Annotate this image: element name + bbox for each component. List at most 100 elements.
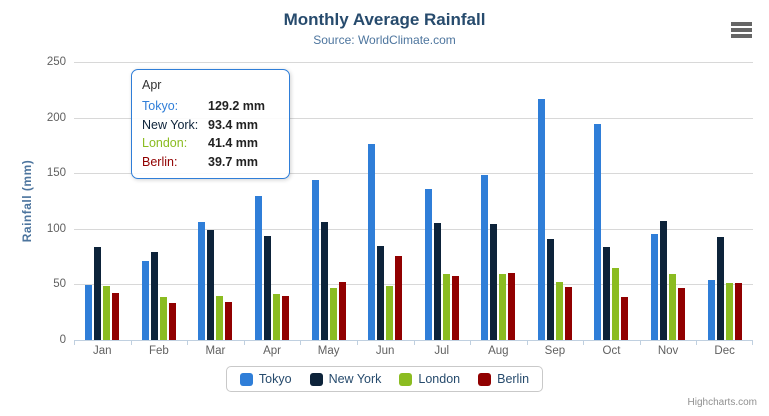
bar-berlin-feb[interactable] [168,303,176,340]
bar-new-york-may[interactable] [320,222,328,340]
tooltip-series-value: 41.4 mm [208,136,259,150]
x-label-apr: Apr [263,345,281,357]
bar-london-may[interactable] [329,287,337,340]
bar-berlin-aug[interactable] [508,272,516,340]
bar-tokyo-dec[interactable] [707,279,715,340]
credits-link[interactable]: Highcharts.com [687,397,757,408]
category-group-feb [131,62,188,340]
bar-tokyo-may[interactable] [311,179,319,340]
bar-berlin-jan[interactable] [112,292,120,340]
gridline-150 [74,173,753,175]
bar-new-york-apr[interactable] [264,236,272,340]
legend-item-berlin[interactable]: Berlin [478,372,529,386]
chart-title: Monthly Average Rainfall [283,10,486,29]
category-group-aug [470,62,527,340]
bar-london-nov[interactable] [669,274,677,340]
bar-berlin-apr[interactable] [282,295,290,340]
bar-berlin-jun[interactable] [395,256,403,340]
bar-tokyo-mar[interactable] [198,221,206,340]
tooltip-row-berlin: Berlin: 39.7 mm [142,153,279,172]
bar-tokyo-feb[interactable] [141,260,149,340]
bar-berlin-sep[interactable] [564,287,572,340]
bar-new-york-aug[interactable] [490,224,498,340]
bar-london-oct[interactable] [612,267,620,340]
legend-wrapper: Tokyo New York London Berlin [0,366,769,392]
category-group-nov [640,62,697,340]
x-axis-tick [300,340,301,345]
x-axis-tick [244,340,245,345]
gridline-100 [74,228,753,230]
bar-tokyo-jan[interactable] [85,284,93,340]
bar-new-york-nov[interactable] [660,221,668,340]
legend-item-london[interactable]: London [399,372,460,386]
bar-london-mar[interactable] [216,296,224,340]
x-axis-tick [414,340,415,345]
tooltip-series-label: Berlin: [142,154,178,169]
x-label-oct: Oct [602,345,621,357]
x-axis-tick [187,340,188,345]
bar-new-york-oct[interactable] [603,247,611,340]
bar-new-york-mar[interactable] [207,230,215,340]
hamburger-menu-icon[interactable] [731,21,753,38]
x-axis-tick [640,340,641,345]
legend-swatch-icon [239,372,253,386]
bar-london-jan[interactable] [103,285,111,340]
category-group-apr [244,62,301,340]
y-tick-label-100: 100 [46,222,66,235]
bar-berlin-dec[interactable] [734,283,742,340]
bar-tokyo-nov[interactable] [651,233,659,340]
bar-berlin-mar[interactable] [225,301,233,340]
category-group-jun [357,62,414,340]
x-label-nov: Nov [657,345,679,357]
bar-tokyo-jun[interactable] [368,144,376,340]
bar-london-feb[interactable] [159,296,167,340]
legend-item-new-york[interactable]: New York [309,372,382,386]
bar-london-dec[interactable] [725,283,733,340]
bar-tokyo-sep[interactable] [537,99,545,340]
category-group-jul [413,62,470,340]
bar-series-layer [74,62,753,340]
y-tick-label-0: 0 [59,334,66,346]
category-group-dec [696,62,753,340]
bar-new-york-jul[interactable] [433,223,441,340]
x-axis-tick [583,340,584,345]
x-label-feb: Feb [148,345,169,357]
bar-new-york-dec[interactable] [716,237,724,340]
bar-london-aug[interactable] [499,273,507,340]
bar-new-york-sep[interactable] [546,238,554,340]
bar-berlin-nov[interactable] [678,287,686,340]
bar-berlin-jul[interactable] [451,276,459,340]
bar-london-sep[interactable] [555,281,563,340]
bar-london-jun[interactable] [386,286,394,340]
x-axis-labels: Jan Feb Mar Apr May Jun Jul Aug Sep Oct Nov Dec [74,345,753,357]
bar-tokyo-apr[interactable] [255,196,263,340]
y-tick-label-50: 50 [53,278,66,291]
bar-london-apr[interactable] [273,293,281,340]
bar-tokyo-aug[interactable] [481,174,489,340]
bar-london-jul[interactable] [442,274,450,340]
legend-label: Tokyo [258,372,292,386]
tooltip-row-london: London: 41.4 mm [142,134,279,153]
category-group-may [300,62,357,340]
category-group-sep [527,62,584,340]
bar-new-york-jan[interactable] [94,247,102,340]
tooltip-series-label: Tokyo: [142,99,179,113]
bar-new-york-jun[interactable] [377,246,385,340]
legend-item-tokyo[interactable]: Tokyo [239,372,292,386]
x-axis-tick [357,340,358,345]
bar-new-york-feb[interactable] [150,252,158,340]
gridline-50 [74,284,753,286]
bar-berlin-oct[interactable] [621,296,629,340]
y-tick-label-250: 250 [46,56,66,68]
x-label-dec: Dec [714,345,735,357]
y-tick-label-150: 150 [46,167,66,180]
legend: Tokyo New York London Berlin [225,366,544,392]
bar-berlin-may[interactable] [338,281,346,340]
legend-label: New York [328,372,382,386]
x-label-jun: Jun [375,345,395,357]
bar-tokyo-jul[interactable] [424,189,432,340]
bar-tokyo-oct[interactable] [594,124,602,340]
x-label-jul: Jul [434,345,450,357]
tooltip-series-label: London: [142,136,188,150]
